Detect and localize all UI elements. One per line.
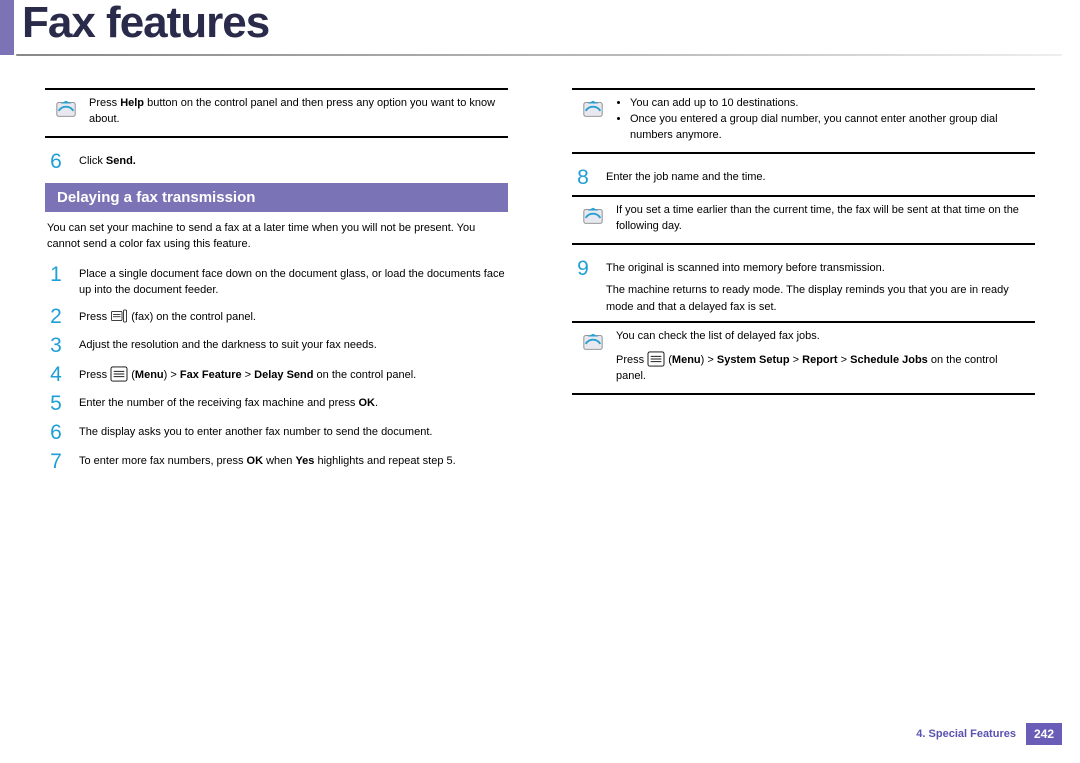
step-body: To enter more fax numbers, press OK when… [79,450,508,470]
step-4: 4 Press (Menu) > Fax Feature > Delay Sen… [45,363,508,386]
page-title: Fax features [22,0,269,48]
fax-icon [110,308,128,324]
note-icon [582,331,604,353]
right-column: You can add up to 10 destinations. Once … [572,88,1035,703]
menu-icon [110,366,128,382]
step-9: 9 The original is scanned into memory be… [572,257,1035,316]
title-underline [16,54,1062,56]
note-content: Press Help button on the control panel a… [89,96,500,128]
step-body: The original is scanned into memory befo… [606,257,1035,316]
note-line: You can check the list of delayed fax jo… [616,329,1027,345]
step-2: 2 Press (fax) on the control panel. [45,305,508,328]
content-columns: Press Help button on the control panel a… [45,88,1035,703]
note-check-list: You can check the list of delayed fax jo… [572,321,1035,395]
step-body: Press (fax) on the control panel. [79,305,508,326]
page-number: 242 [1026,723,1062,745]
note-content: You can add up to 10 destinations. Once … [616,96,1027,144]
step-body: Press (Menu) > Fax Feature > Delay Send … [79,363,508,384]
step-line: The original is scanned into memory befo… [606,260,1035,277]
note-line: Press (Menu) > System Setup > Report > S… [616,351,1027,385]
note-content: If you set a time earlier than the curre… [616,203,1027,235]
step-body: Place a single document face down on the… [79,263,508,299]
step-6: 6 The display asks you to enter another … [45,421,508,444]
step-body: Enter the job name and the time. [606,166,1035,186]
note-destinations: You can add up to 10 destinations. Once … [572,88,1035,154]
menu-icon [647,351,665,367]
step-number: 3 [45,334,67,357]
step-number: 7 [45,450,67,473]
note-icon [55,98,77,120]
step-body: The display asks you to enter another fa… [79,421,508,441]
step-3: 3 Adjust the resolution and the darkness… [45,334,508,357]
note-earlier-time: If you set a time earlier than the curre… [572,195,1035,245]
step-body: Adjust the resolution and the darkness t… [79,334,508,354]
step-1: 1 Place a single document face down on t… [45,263,508,299]
title-accent-bar [0,0,14,55]
step-8: 8 Enter the job name and the time. [572,166,1035,189]
step-number: 2 [45,305,67,328]
step-line: The machine returns to ready mode. The d… [606,282,1035,315]
step-number: 9 [572,257,594,280]
section-heading-delay-fax: Delaying a fax transmission [45,183,508,212]
note-content: You can check the list of delayed fax jo… [616,329,1027,385]
note-help-button: Press Help button on the control panel a… [45,88,508,138]
step-number: 8 [572,166,594,189]
note-icon [582,205,604,227]
step-body: Click Send. [79,150,508,170]
intro-paragraph: You can set your machine to send a fax a… [47,220,506,253]
step-number: 6 [45,150,67,173]
step-number: 1 [45,263,67,286]
step-6-send: 6 Click Send. [45,150,508,173]
step-7: 7 To enter more fax numbers, press OK wh… [45,450,508,473]
step-body: Enter the number of the receiving fax ma… [79,392,508,412]
step-number: 4 [45,363,67,386]
page-footer: 4. Special Features 242 [916,723,1062,745]
note-bullet: You can add up to 10 destinations. [630,96,1027,112]
step-5: 5 Enter the number of the receiving fax … [45,392,508,415]
footer-chapter: 4. Special Features [916,728,1016,740]
note-bullet: Once you entered a group dial number, yo… [630,112,1027,144]
left-column: Press Help button on the control panel a… [45,88,508,703]
step-number: 6 [45,421,67,444]
step-number: 5 [45,392,67,415]
note-icon [582,98,604,120]
